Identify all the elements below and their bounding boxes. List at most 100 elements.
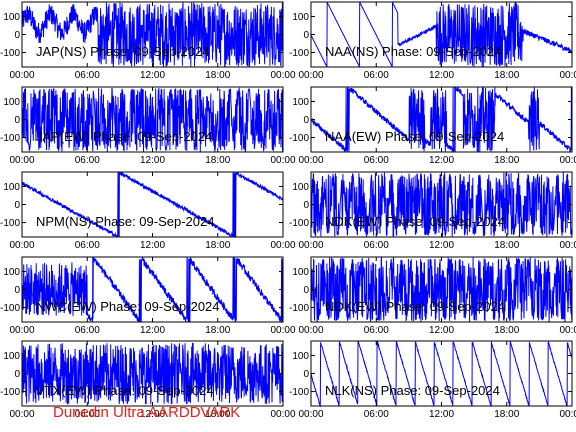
chart-panel-4: -100010000:0006:0012:0018:0000:00NAA(EW)…: [289, 85, 576, 166]
x-tick-label: 12:00: [429, 70, 454, 81]
x-tick-label: 12:00: [140, 240, 165, 251]
x-tick-label: 06:00: [364, 325, 389, 336]
chart-title-8: NDK(EW) Phase: 09-Sep-2024: [325, 299, 505, 314]
chart-title-7: NWC(EW) Phase: 09-Sep-2024: [36, 299, 220, 314]
y-tick-label: 100: [292, 267, 309, 278]
chart-title-6: NDK(EW) Phase: 09-Sep-2024: [325, 214, 505, 229]
x-tick-label: 06:00: [75, 409, 100, 420]
phase-trace-7: [21, 256, 284, 324]
x-tick-label: 12:00: [429, 325, 454, 336]
chart-title-5: NPM(NS) Phase: 09-Sep-2024: [36, 214, 214, 229]
y-tick-label: -100: [289, 303, 309, 314]
x-tick-label: 06:00: [364, 155, 389, 166]
phase-trace-6: [310, 172, 573, 238]
x-tick-label: 12:00: [140, 70, 165, 81]
y-tick-label: -100: [0, 218, 20, 229]
x-tick-label: 18:00: [205, 240, 230, 251]
y-tick-label: 0: [303, 30, 309, 41]
y-tick-label: -100: [289, 48, 309, 59]
x-tick-label: 00:00: [270, 325, 295, 336]
x-tick-label: 18:00: [205, 325, 230, 336]
x-tick-label: 06:00: [75, 240, 100, 251]
x-tick-label: 00:00: [298, 155, 323, 166]
x-tick-label: 00:00: [298, 240, 323, 251]
x-tick-label: 18:00: [205, 155, 230, 166]
phase-trace-2: [310, 1, 573, 68]
y-tick-label: 0: [303, 369, 309, 380]
x-tick-label: 00:00: [298, 325, 323, 336]
y-tick-label: 100: [292, 182, 309, 193]
phase-trace-8: [310, 256, 573, 322]
x-tick-label: 12:00: [140, 325, 165, 336]
x-tick-label: 00:00: [270, 240, 295, 251]
x-tick-label: 18:00: [494, 240, 519, 251]
x-tick-label: 18:00: [494, 70, 519, 81]
y-tick-label: -100: [289, 387, 309, 398]
y-tick-label: 100: [3, 182, 20, 193]
x-tick-label: 12:00: [429, 155, 454, 166]
x-tick-label: 00:00: [270, 155, 295, 166]
chart-panel-8: -100010000:0006:0012:0018:0000:00NDK(EW)…: [289, 256, 576, 336]
x-tick-label: 00:00: [9, 325, 34, 336]
x-tick-label: 18:00: [205, 70, 230, 81]
phase-trace-10: [310, 340, 573, 408]
y-tick-label: 0: [303, 115, 309, 126]
x-tick-label: 00:00: [559, 240, 576, 251]
chart-panel-2: -100010000:0006:0012:0018:0000:00NAA(NS)…: [289, 1, 576, 81]
y-tick-label: 100: [3, 12, 20, 23]
x-tick-label: 00:00: [298, 70, 323, 81]
x-tick-label: 18:00: [494, 155, 519, 166]
phase-trace-9: [21, 342, 284, 405]
chart-title-10: NLK(NS) Phase: 09-Sep-2024: [325, 383, 500, 398]
x-tick-label: 12:00: [140, 155, 165, 166]
x-tick-label: 00:00: [9, 155, 34, 166]
chart-title-2: NAA(NS) Phase: 09-Sep-2024: [325, 44, 501, 59]
y-tick-label: -100: [0, 303, 20, 314]
y-tick-label: 100: [3, 97, 20, 108]
y-tick-label: 0: [303, 200, 309, 211]
x-tick-label: 18:00: [494, 325, 519, 336]
phase-trace-5: [21, 171, 284, 238]
x-tick-label: 00:00: [9, 240, 34, 251]
y-tick-label: 0: [14, 285, 20, 296]
y-tick-label: 100: [292, 97, 309, 108]
chart-panel-6: -100010000:0006:0012:0018:0000:00NDK(EW)…: [289, 171, 576, 251]
x-tick-label: 06:00: [364, 409, 389, 420]
x-tick-label: 12:00: [429, 240, 454, 251]
x-tick-label: 18:00: [205, 409, 230, 420]
x-tick-label: 00:00: [559, 409, 576, 420]
x-tick-label: 12:00: [429, 409, 454, 420]
x-tick-label: 12:00: [140, 409, 165, 420]
phase-trace-4: [310, 85, 573, 153]
x-tick-label: 00:00: [298, 409, 323, 420]
x-tick-label: 00:00: [559, 325, 576, 336]
chart-title-4: NAA(EW) Phase: 09-Sep-2024: [325, 129, 504, 144]
phase-trace-3: [21, 87, 284, 153]
y-tick-label: -100: [0, 133, 20, 144]
y-tick-label: 0: [14, 200, 20, 211]
y-tick-label: 0: [14, 30, 20, 41]
x-tick-label: 06:00: [364, 70, 389, 81]
y-tick-label: 0: [14, 115, 20, 126]
y-tick-label: 0: [14, 369, 20, 380]
y-tick-label: -100: [289, 133, 309, 144]
y-tick-label: -100: [289, 218, 309, 229]
y-tick-label: 100: [3, 267, 20, 278]
x-tick-label: 06:00: [75, 325, 100, 336]
y-tick-label: -100: [0, 48, 20, 59]
y-tick-label: 100: [292, 12, 309, 23]
x-tick-label: 00:00: [9, 409, 34, 420]
y-tick-label: 100: [292, 351, 309, 362]
x-tick-label: 06:00: [364, 240, 389, 251]
chart-title-9: VTX(EW) Phase: 09-Sep-2024: [36, 383, 214, 398]
chart-title-3: JAP(EW) Phase: 09-Sep-2024: [36, 129, 212, 144]
phase-trace-1: [21, 2, 284, 68]
x-tick-label: 00:00: [270, 409, 295, 420]
x-tick-label: 06:00: [75, 155, 100, 166]
